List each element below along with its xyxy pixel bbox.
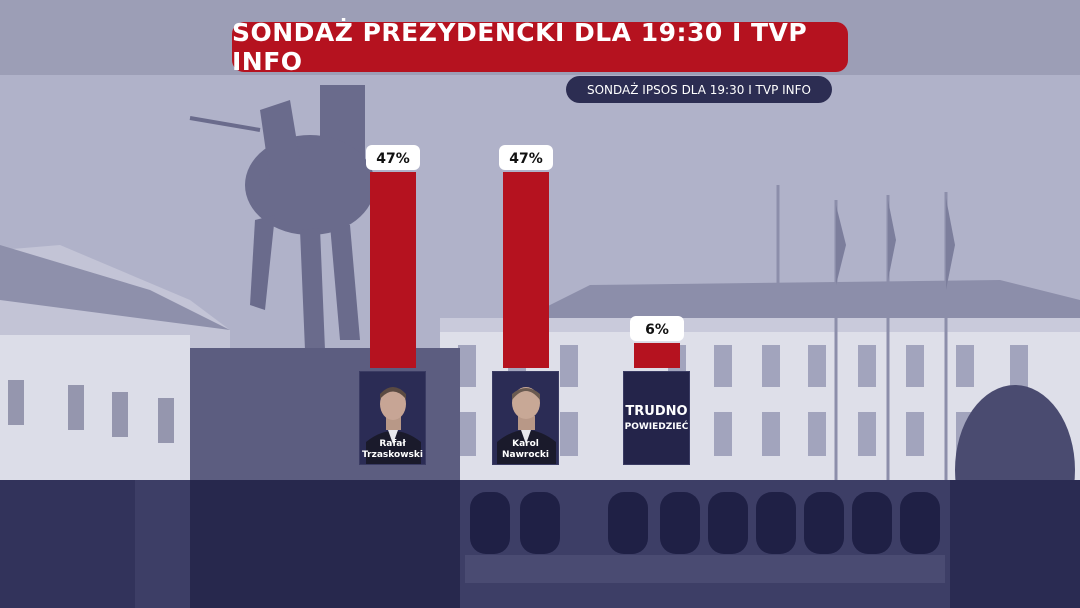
candidate-first-name: Karol bbox=[512, 439, 539, 449]
chart-subtitle: SONDAŻ IPSOS DLA 19:30 I TVP INFO bbox=[566, 76, 832, 103]
avatar-nawrocki bbox=[493, 372, 558, 464]
candidate-name-trzaskowski: Rafał Trzaskowski bbox=[360, 439, 425, 461]
chart-title: SONDAŻ PREZYDENCKI DLA 19:30 I TVP INFO bbox=[232, 18, 848, 76]
undecided-label-sub: POWIEDZIEĆ bbox=[624, 422, 689, 432]
value-label-1: 47% bbox=[509, 151, 543, 167]
candidate-card-trzaskowski: Rafał Trzaskowski bbox=[359, 371, 426, 465]
bar-2 bbox=[634, 342, 680, 368]
background-lower-details bbox=[0, 385, 1080, 608]
value-label-bg-2 bbox=[630, 315, 684, 341]
value-label-2: 6% bbox=[645, 322, 669, 338]
value-label-bg-0 bbox=[366, 145, 420, 170]
background-left-building bbox=[0, 245, 230, 480]
chart-bars: 47% 47% 6% bbox=[366, 145, 684, 368]
bar-1 bbox=[503, 172, 549, 368]
candidate-last-name: Nawrocki bbox=[502, 450, 549, 460]
bar-0 bbox=[370, 172, 416, 368]
candidate-last-name: Trzaskowski bbox=[362, 450, 423, 460]
candidate-card-nawrocki: Karol Nawrocki bbox=[492, 371, 559, 465]
candidate-card-undecided: TRUDNO POWIEDZIEĆ bbox=[623, 371, 690, 465]
value-label-0: 47% bbox=[376, 151, 410, 167]
undecided-label-main: TRUDNO bbox=[625, 404, 688, 419]
avatar-trzaskowski bbox=[360, 372, 425, 464]
value-label-bg-1 bbox=[499, 145, 553, 170]
candidate-name-nawrocki: Karol Nawrocki bbox=[493, 439, 558, 461]
candidate-first-name: Rafał bbox=[379, 439, 406, 449]
